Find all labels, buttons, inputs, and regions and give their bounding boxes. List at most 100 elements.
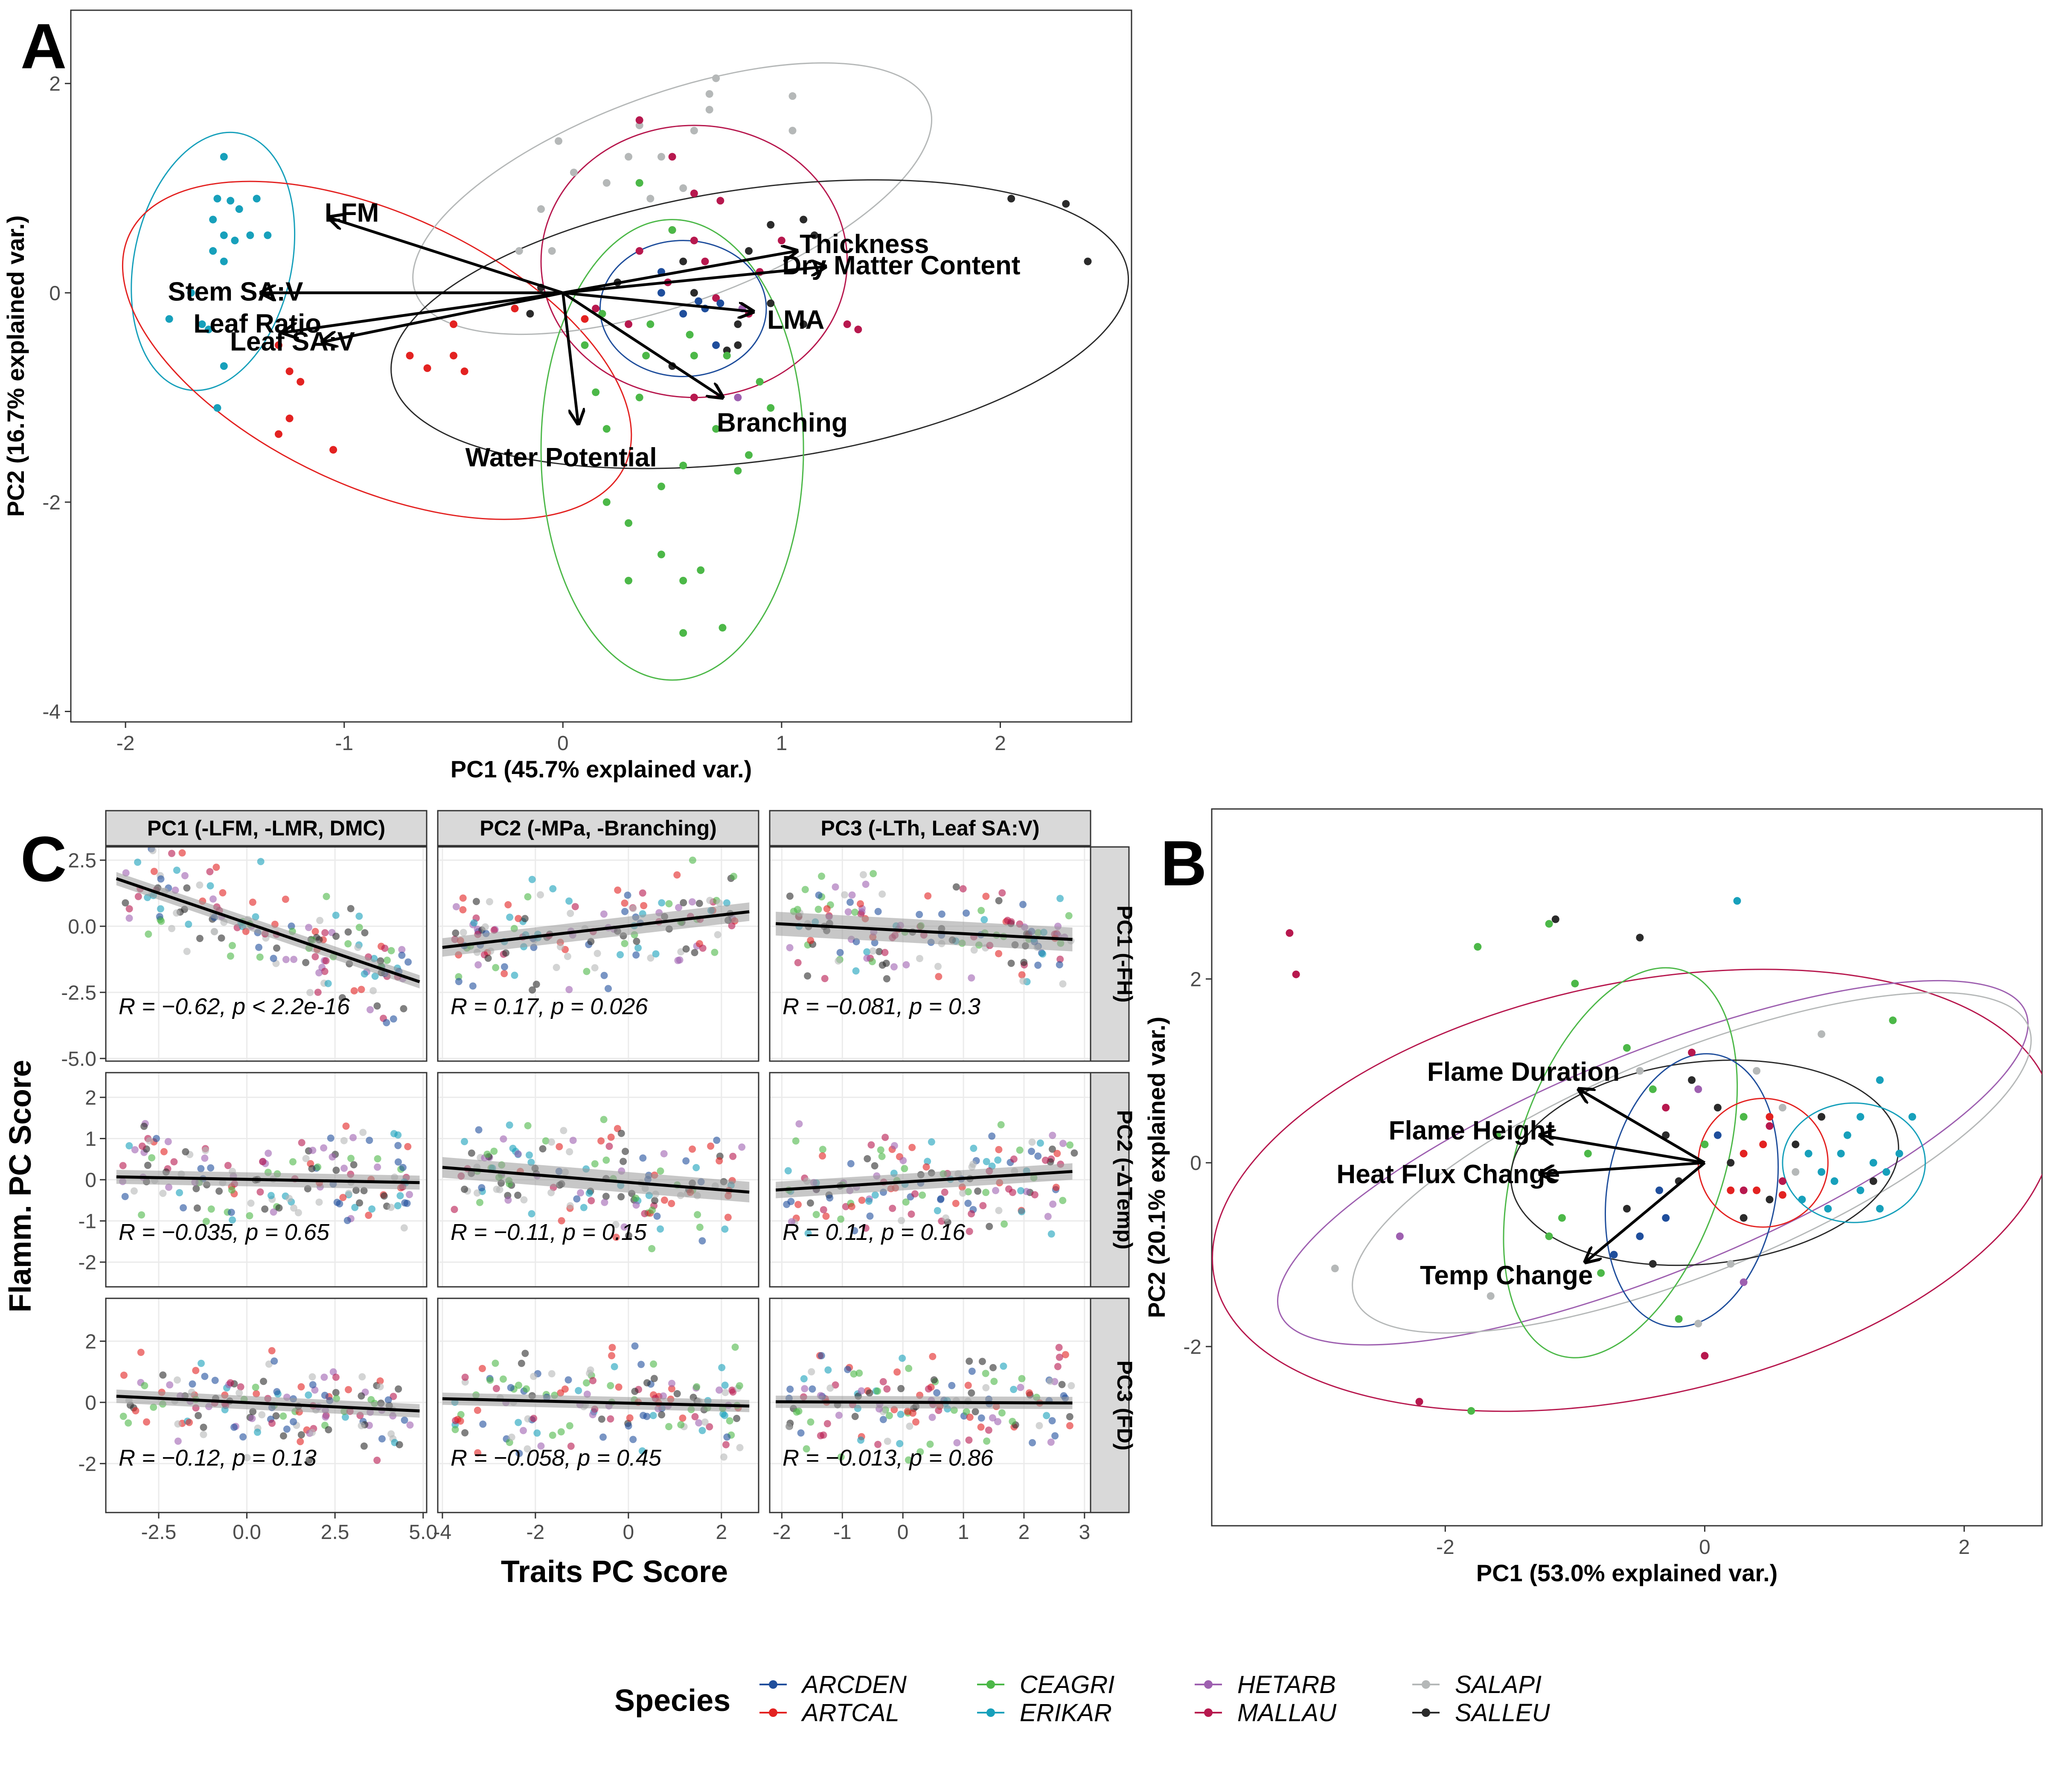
point-erikar bbox=[1843, 1131, 1851, 1139]
point-artcal bbox=[922, 1163, 930, 1171]
point-mallau bbox=[206, 868, 214, 876]
point-ceagri bbox=[524, 893, 532, 901]
x-tick-label: 0 bbox=[557, 732, 569, 755]
point-arcden bbox=[712, 341, 720, 349]
point-mallau bbox=[168, 849, 175, 857]
point-salapi bbox=[785, 1423, 793, 1430]
point-arcden bbox=[152, 1135, 160, 1142]
point-mallau bbox=[224, 1162, 232, 1169]
point-arcden bbox=[255, 943, 263, 951]
point-hetarb bbox=[844, 908, 852, 916]
point-salleu bbox=[360, 1187, 368, 1195]
point-artcal bbox=[640, 902, 648, 910]
x-tick-label: 3 bbox=[1079, 1521, 1090, 1544]
point-salleu bbox=[373, 1002, 381, 1010]
point-hetarb bbox=[899, 1157, 907, 1164]
point-artcal bbox=[219, 889, 227, 896]
point-mallau bbox=[451, 1206, 458, 1213]
point-erikar bbox=[611, 1363, 618, 1370]
ellipse-salleu bbox=[390, 179, 1129, 469]
point-arcden bbox=[283, 1425, 291, 1433]
point-mallau bbox=[605, 1143, 613, 1150]
point-artcal bbox=[561, 1385, 569, 1393]
point-artcal bbox=[1052, 1184, 1060, 1191]
point-salleu bbox=[396, 1441, 403, 1449]
point-arcden bbox=[1051, 1432, 1059, 1440]
point-artcal bbox=[689, 1145, 696, 1153]
point-arcden bbox=[404, 958, 412, 966]
point-salleu bbox=[358, 1392, 365, 1400]
point-salleu bbox=[144, 1161, 151, 1169]
regression-line bbox=[442, 1397, 750, 1408]
point-salleu bbox=[930, 1376, 938, 1384]
x-tick-label: 2 bbox=[1958, 1536, 1970, 1559]
point-ceagri bbox=[642, 352, 650, 360]
point-hetarb bbox=[589, 1411, 596, 1419]
point-mallau bbox=[716, 197, 724, 205]
point-arcden bbox=[682, 1157, 690, 1165]
facet-plot-area bbox=[106, 847, 427, 1061]
point-erikar bbox=[1043, 1412, 1050, 1420]
point-salapi bbox=[481, 923, 489, 931]
point-arcden bbox=[826, 1194, 834, 1202]
point-ceagri bbox=[665, 1423, 673, 1431]
point-salleu bbox=[159, 1371, 167, 1379]
point-salapi bbox=[130, 1187, 138, 1195]
point-salleu bbox=[1792, 1140, 1800, 1149]
point-arcden bbox=[211, 1376, 219, 1384]
point-arcden bbox=[1034, 1152, 1042, 1160]
point-mallau bbox=[965, 1436, 973, 1444]
point-arcden bbox=[273, 1388, 281, 1396]
point-hetarb bbox=[577, 1189, 585, 1197]
facet-row-label: PC2 (-ΔTemp) bbox=[1113, 1110, 1137, 1250]
point-salapi bbox=[1792, 1168, 1800, 1176]
point-salleu bbox=[1007, 195, 1015, 203]
point-hetarb bbox=[309, 1146, 317, 1154]
point-salapi bbox=[1028, 1138, 1036, 1146]
point-salapi bbox=[400, 1224, 408, 1232]
point-ceagri bbox=[812, 1211, 820, 1219]
point-salapi bbox=[200, 1431, 207, 1438]
point-erikar bbox=[804, 1230, 812, 1237]
point-salleu bbox=[622, 1148, 629, 1155]
point-salapi bbox=[968, 1163, 976, 1171]
point-mallau bbox=[728, 922, 736, 930]
point-artcal bbox=[253, 1390, 260, 1398]
point-mallau bbox=[881, 948, 889, 956]
point-hetarb bbox=[164, 1138, 172, 1146]
point-salapi bbox=[1331, 1264, 1339, 1272]
point-ceagri bbox=[228, 1186, 236, 1194]
point-hetarb bbox=[601, 1199, 608, 1206]
point-erikar bbox=[852, 967, 860, 975]
point-salapi bbox=[202, 1146, 209, 1154]
point-erikar bbox=[506, 1121, 513, 1129]
point-hetarb bbox=[329, 1153, 336, 1161]
point-salapi bbox=[826, 1384, 834, 1392]
point-mallau bbox=[668, 153, 676, 161]
point-salleu bbox=[680, 899, 687, 907]
point-erikar bbox=[351, 1204, 359, 1211]
point-artcal bbox=[345, 1386, 352, 1393]
point-hetarb bbox=[1396, 1232, 1404, 1240]
point-erikar bbox=[361, 970, 368, 978]
point-ceagri bbox=[289, 1158, 297, 1166]
y-tick-label: 2.5 bbox=[68, 849, 96, 872]
point-salapi bbox=[1636, 1067, 1644, 1075]
point-artcal bbox=[404, 1143, 412, 1150]
point-mallau bbox=[889, 1204, 896, 1212]
point-arcden bbox=[479, 1420, 487, 1428]
point-ceagri bbox=[524, 1122, 532, 1129]
plot-area bbox=[122, 62, 1129, 681]
point-artcal bbox=[132, 1407, 140, 1415]
point-arcden bbox=[1636, 1232, 1644, 1240]
point-mallau bbox=[321, 968, 329, 975]
point-ceagri bbox=[807, 1418, 815, 1426]
point-ceagri bbox=[650, 1360, 657, 1368]
point-ceagri bbox=[602, 1156, 610, 1164]
point-arcden bbox=[507, 1384, 515, 1391]
point-salleu bbox=[218, 934, 225, 942]
point-erikar bbox=[970, 1144, 977, 1152]
point-salleu bbox=[1713, 1104, 1722, 1111]
facet-cell: R = −0.11, p = 0.15 bbox=[437, 1072, 759, 1288]
